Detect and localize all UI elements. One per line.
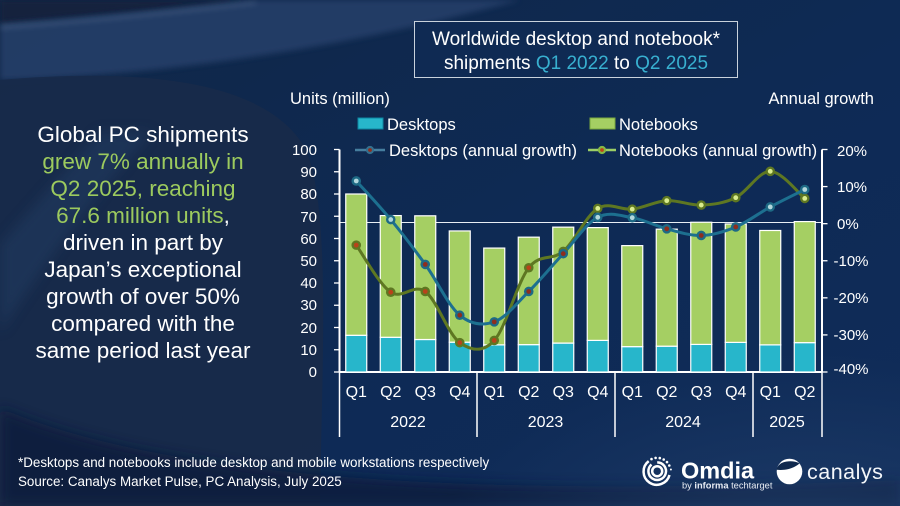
svg-text:2023: 2023 bbox=[528, 414, 564, 431]
svg-text:-20%: -20% bbox=[834, 290, 869, 307]
svg-text:10%: 10% bbox=[837, 179, 867, 196]
svg-text:Q3: Q3 bbox=[553, 384, 574, 401]
svg-text:30: 30 bbox=[300, 297, 317, 314]
svg-text:Desktops: Desktops bbox=[387, 116, 456, 134]
svg-text:20%: 20% bbox=[837, 143, 867, 160]
svg-text:40: 40 bbox=[300, 275, 317, 292]
svg-text:Q1: Q1 bbox=[346, 384, 367, 401]
svg-text:60: 60 bbox=[300, 231, 317, 248]
svg-text:Notebooks (annual growth): Notebooks (annual growth) bbox=[619, 142, 817, 160]
svg-text:70: 70 bbox=[300, 209, 317, 226]
svg-text:Desktops (annual growth): Desktops (annual growth) bbox=[389, 142, 577, 160]
svg-text:90: 90 bbox=[300, 164, 317, 181]
svg-text:Q4: Q4 bbox=[587, 384, 608, 401]
svg-text:Notebooks: Notebooks bbox=[619, 116, 698, 134]
svg-text:50: 50 bbox=[300, 253, 317, 270]
svg-text:2022: 2022 bbox=[390, 414, 426, 431]
svg-text:80: 80 bbox=[300, 186, 317, 203]
svg-text:0%: 0% bbox=[837, 216, 859, 233]
svg-text:Q4: Q4 bbox=[449, 384, 470, 401]
svg-text:by informa techtarget: by informa techtarget bbox=[682, 481, 773, 491]
svg-text:-30%: -30% bbox=[834, 327, 869, 344]
svg-text:Q3: Q3 bbox=[415, 384, 436, 401]
svg-text:2024: 2024 bbox=[665, 414, 701, 431]
svg-text:Q2: Q2 bbox=[380, 384, 401, 401]
svg-text:2025: 2025 bbox=[769, 414, 805, 431]
svg-text:Q4: Q4 bbox=[725, 384, 746, 401]
svg-text:Q2: Q2 bbox=[656, 384, 677, 401]
svg-text:-40%: -40% bbox=[834, 361, 869, 378]
svg-text:-10%: -10% bbox=[834, 253, 869, 270]
svg-text:canalys: canalys bbox=[807, 460, 883, 484]
svg-text:Annual growth: Annual growth bbox=[769, 90, 875, 108]
svg-text:Units (million): Units (million) bbox=[290, 90, 390, 108]
svg-text:Omdia: Omdia bbox=[681, 458, 755, 484]
svg-text:Q1: Q1 bbox=[484, 384, 505, 401]
svg-text:Q1: Q1 bbox=[760, 384, 781, 401]
svg-text:0: 0 bbox=[309, 364, 317, 381]
svg-text:Q1: Q1 bbox=[622, 384, 643, 401]
svg-text:Q3: Q3 bbox=[691, 384, 712, 401]
svg-text:20: 20 bbox=[300, 320, 317, 337]
svg-text:10: 10 bbox=[300, 342, 317, 359]
svg-text:100: 100 bbox=[292, 142, 317, 159]
svg-text:Q2: Q2 bbox=[794, 384, 815, 401]
svg-text:Q2: Q2 bbox=[518, 384, 539, 401]
